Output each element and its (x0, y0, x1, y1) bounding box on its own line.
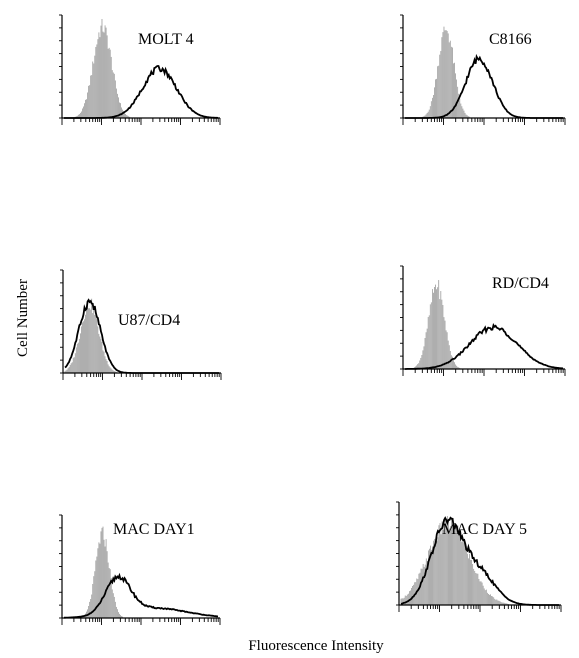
panel-label: C8166 (489, 31, 532, 48)
histogram-panel: MAC DAY1 (59, 514, 221, 625)
histogram-panel: MAC DAY 5 (396, 501, 562, 612)
panel-label: U87/CD4 (118, 312, 180, 329)
outline-histogram (64, 572, 218, 619)
panel-label: MAC DAY1 (113, 521, 195, 538)
panel-label: RD/CD4 (492, 275, 549, 292)
histogram-panel: MOLT 4 (59, 14, 221, 125)
outline-histogram (405, 53, 563, 119)
y-axis-label: Cell Number (15, 279, 31, 357)
panel-label: MOLT 4 (138, 31, 194, 48)
histogram-panel: U87/CD4 (60, 269, 222, 380)
x-axis-label: Fluorescence Intensity (248, 638, 384, 654)
outline-histogram (64, 298, 219, 374)
histogram-panel: RD/CD4 (400, 265, 566, 376)
outline-histogram (64, 65, 219, 119)
panels-group: MOLT 4 C8166 U87/CD4 RD/CD4 MAC DAY1 MAC DAY … (59, 14, 566, 625)
panel-label: MAC DAY 5 (442, 521, 527, 538)
outline-histogram (405, 323, 564, 370)
histogram-panel: C8166 (400, 14, 566, 125)
